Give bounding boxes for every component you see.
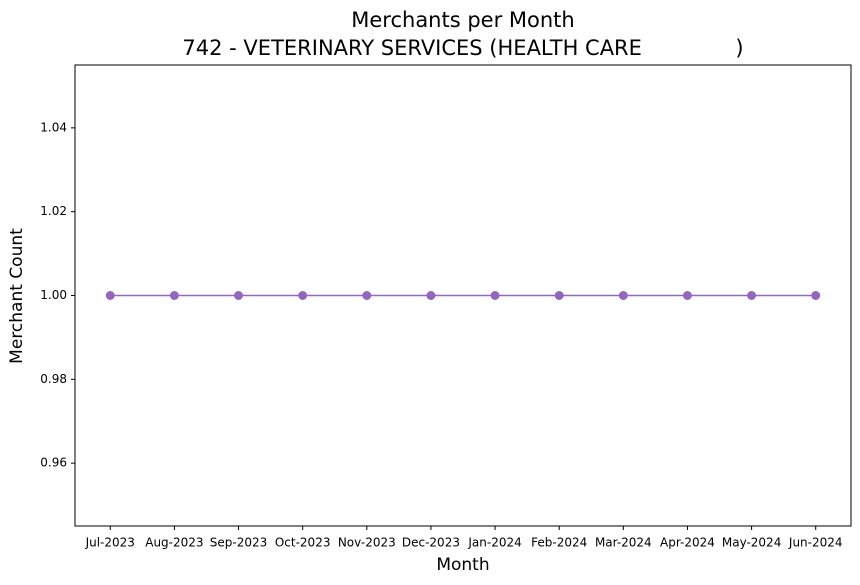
point [811, 291, 821, 300]
x-tick-label: Jun-2024 [788, 536, 843, 550]
point [169, 291, 179, 300]
y-tick-label: 0.96 [40, 456, 67, 470]
x-tick-label: Feb-2024 [531, 536, 587, 550]
x-axis-label: Month [436, 555, 489, 575]
x-tick-label: Sep-2023 [210, 536, 268, 550]
point [554, 291, 564, 300]
x-tick-label: May-2024 [722, 536, 781, 550]
point [490, 291, 500, 300]
point [426, 291, 436, 300]
x-tick-label: Dec-2023 [402, 536, 460, 550]
point [105, 291, 115, 300]
chart-subtitle: 742 - VETERINARY SERVICES (HEALTH CARE ) [182, 36, 743, 60]
x-tick-label: Nov-2023 [338, 536, 396, 550]
chart-title: Merchants per Month [351, 8, 574, 32]
x-tick-label: Apr-2024 [660, 536, 715, 550]
y-axis-label: Merchant Count [7, 228, 27, 364]
x-tick-label: Jan-2024 [467, 536, 521, 550]
x-tick-label: Mar-2024 [595, 536, 652, 550]
point [682, 291, 692, 300]
x-tick-label: Aug-2023 [145, 536, 203, 550]
point [362, 291, 372, 300]
x-tick-label: Jul-2023 [85, 536, 135, 550]
point [618, 291, 628, 300]
point [747, 291, 757, 300]
y-tick-label: 1.02 [40, 204, 67, 218]
y-tick-label: 1.00 [40, 288, 67, 302]
y-tick-label: 1.04 [40, 120, 67, 134]
point [234, 291, 244, 300]
point [298, 291, 308, 300]
x-tick-label: Oct-2023 [275, 536, 331, 550]
y-tick-label: 0.98 [40, 372, 67, 386]
